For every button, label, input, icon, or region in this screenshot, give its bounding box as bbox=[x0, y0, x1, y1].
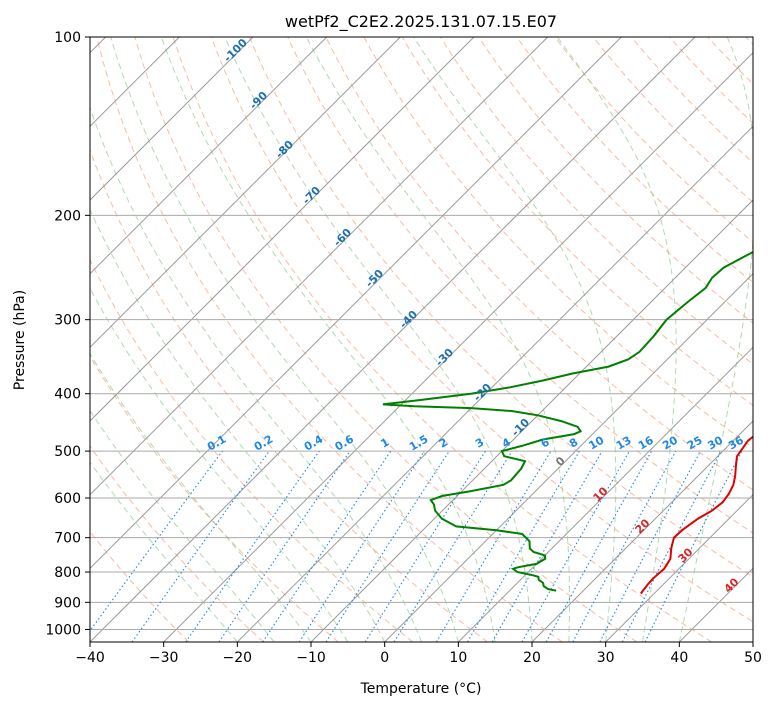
plot-frame bbox=[89, 36, 754, 643]
dry-adiabat-line bbox=[90, 355, 339, 642]
x-tick-label: 10 bbox=[449, 650, 467, 666]
moist-adiabat-line bbox=[90, 409, 275, 642]
dry-adiabat-line bbox=[96, 37, 563, 642]
moist-adiabat-line bbox=[305, 37, 570, 642]
isotherm-line bbox=[90, 37, 254, 201]
dry-adiabat-line bbox=[210, 37, 753, 623]
mixing-ratio-line bbox=[90, 450, 223, 632]
isotherm-line bbox=[90, 37, 549, 496]
x-axis-title: Temperature (°C) bbox=[360, 681, 482, 697]
y-tick-label: 300 bbox=[54, 313, 81, 329]
x-tick-label: 30 bbox=[597, 650, 615, 666]
mixing-ratio-line bbox=[325, 450, 450, 642]
x-tick-label: −10 bbox=[296, 650, 326, 666]
x-tick-label: −20 bbox=[223, 650, 253, 666]
y-tick-label: 500 bbox=[54, 444, 81, 460]
y-tick-label: 800 bbox=[54, 565, 81, 581]
isotherm-line bbox=[531, 420, 753, 642]
dry-adiabat-line bbox=[516, 37, 753, 284]
isotherm-line bbox=[90, 37, 696, 642]
moist-adiabat-line bbox=[90, 106, 422, 642]
x-tick-label: 20 bbox=[523, 650, 541, 666]
mixing-ratio-line bbox=[521, 450, 630, 642]
y-tick-label: 900 bbox=[54, 595, 81, 611]
x-tick-label: 0 bbox=[380, 650, 389, 666]
y-tick-label: 1000 bbox=[45, 622, 81, 638]
mixing-ratio-line bbox=[393, 450, 513, 642]
isotherm-line bbox=[310, 199, 753, 642]
isotherm-line bbox=[90, 37, 475, 422]
x-tick-label: 40 bbox=[670, 650, 688, 666]
temperature-profile-line bbox=[639, 435, 753, 595]
y-axis-title: Pressure (hPa) bbox=[12, 290, 28, 390]
isotherm-line bbox=[605, 493, 753, 642]
mixing-ratio-line bbox=[572, 450, 677, 642]
mixing-ratio-line bbox=[218, 450, 351, 642]
isotherm-line bbox=[457, 346, 753, 642]
y-tick-label: 200 bbox=[54, 208, 81, 224]
isotherm-line bbox=[90, 37, 328, 275]
mixing-ratio-line bbox=[131, 450, 270, 642]
mixing-ratio-line bbox=[545, 450, 653, 642]
moist-adiabat-line bbox=[110, 37, 459, 642]
x-tick-label: 50 bbox=[744, 650, 762, 666]
mixing-ratio-line bbox=[644, 450, 743, 642]
moist-adiabat-line bbox=[556, 37, 677, 642]
mixing-ratio-line bbox=[185, 450, 320, 642]
tick-layer: −40 −30 −20 −10 0 10 20 30 40 50 100 200 300 400 500 60… bbox=[45, 30, 762, 666]
dry-adiabat-line bbox=[90, 445, 264, 642]
mixing-ratio-line bbox=[262, 450, 392, 642]
moist-adiabat-line bbox=[90, 287, 349, 642]
moist-adiabat-line bbox=[90, 208, 386, 642]
moist-adiabat-line bbox=[90, 461, 238, 642]
dry-adiabat-line bbox=[249, 37, 753, 578]
moist-adiabat-line bbox=[160, 37, 496, 642]
dry-adiabat-line bbox=[287, 37, 753, 534]
x-tick-label: −30 bbox=[149, 650, 179, 666]
moist-adiabat-line bbox=[413, 37, 617, 642]
isotherm-line bbox=[384, 272, 753, 642]
series-layer bbox=[382, 250, 753, 595]
dewpoint-profile-line bbox=[382, 250, 753, 592]
isotherm-line bbox=[90, 37, 622, 570]
moist-adiabat-line bbox=[224, 37, 533, 642]
dry-adiabat-line bbox=[134, 37, 638, 642]
grid-layer bbox=[90, 37, 753, 642]
chart-title: wetPf2_C2E2.2025.131.07.15.E07 bbox=[285, 12, 557, 32]
isotherm-line bbox=[163, 51, 753, 642]
y-tick-label: 100 bbox=[54, 30, 81, 46]
dry-adiabat-line bbox=[325, 37, 753, 491]
moist-adiabat-line bbox=[678, 37, 753, 642]
dry-adiabat-line bbox=[90, 258, 414, 642]
mixing-ratio-line bbox=[298, 450, 425, 642]
x-tick-label: −40 bbox=[75, 650, 105, 666]
y-tick-label: 400 bbox=[54, 387, 81, 403]
y-tick-label: 700 bbox=[54, 531, 81, 547]
y-tick-label: 600 bbox=[54, 491, 81, 507]
dry-adiabat-line bbox=[172, 37, 712, 642]
isotherm-line bbox=[90, 37, 401, 349]
isotherm-line bbox=[236, 125, 753, 642]
